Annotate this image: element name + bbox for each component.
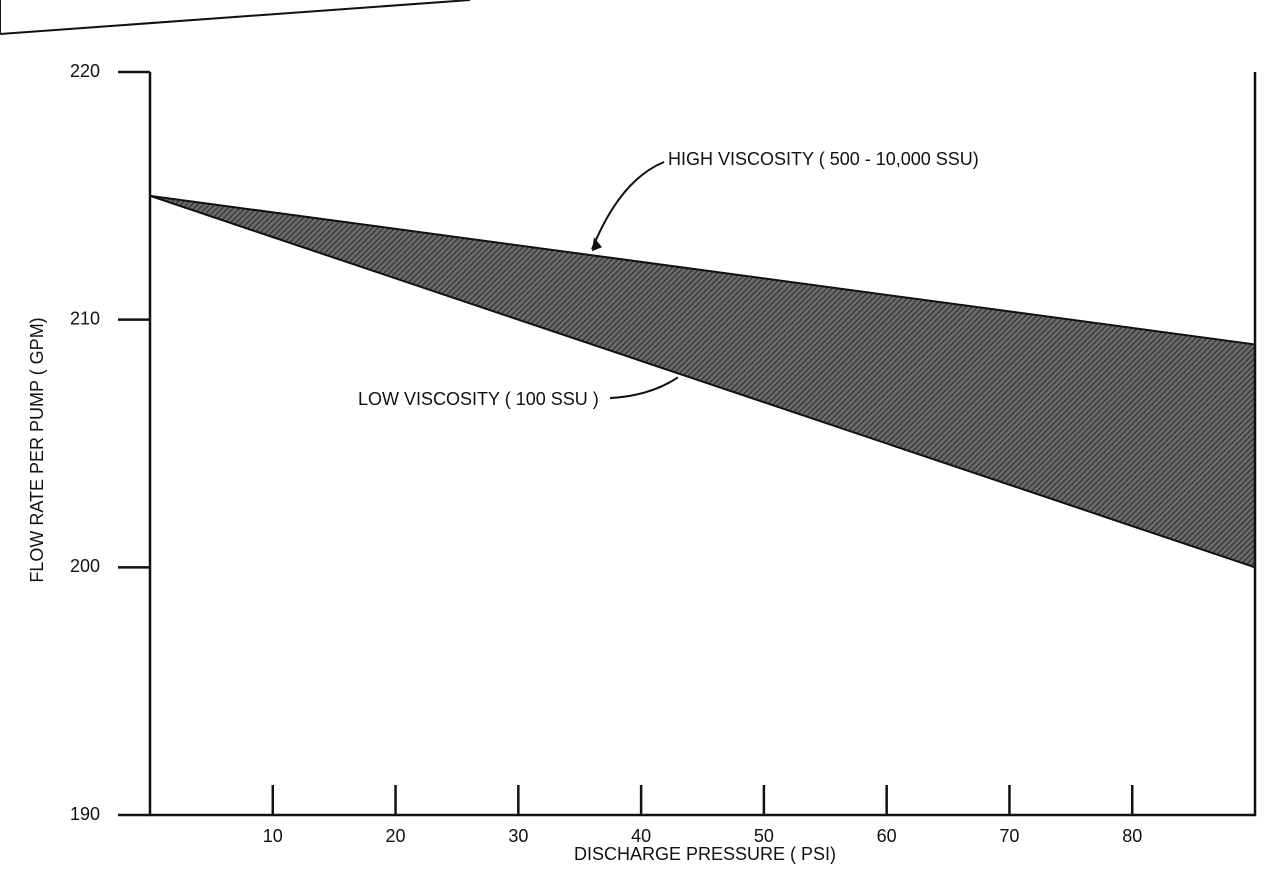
annotation-arrow bbox=[609, 376, 679, 399]
y-tick-label: 200 bbox=[70, 556, 100, 576]
series-line bbox=[149, 194, 1256, 569]
annotation-arrow bbox=[591, 161, 665, 250]
y-tick-label: 210 bbox=[70, 308, 100, 328]
x-tick-label: 60 bbox=[877, 826, 897, 846]
x-tick-label: 10 bbox=[263, 826, 283, 846]
y-tick-label: 190 bbox=[70, 804, 100, 824]
x-tick-label: 50 bbox=[754, 826, 774, 846]
x-tick-label: 20 bbox=[386, 826, 406, 846]
axis bbox=[148, 72, 1257, 817]
plot: 190 200 210 220 10 20 30 40 50 60 70 80 HIGH VISCOSI… bbox=[70, 61, 1257, 846]
x-tick-label: 30 bbox=[508, 826, 528, 846]
frame-fragment bbox=[0, 0, 471, 35]
x-tick-label: 70 bbox=[999, 826, 1019, 846]
x-axis-label: DISCHARGE PRESSURE ( PSI) bbox=[574, 844, 836, 864]
y-axis-label: FLOW RATE PER PUMP ( GPM) bbox=[27, 317, 47, 582]
x-tick-label: 80 bbox=[1122, 826, 1142, 846]
x-tick-label: 40 bbox=[631, 826, 651, 846]
annotation: LOW VISCOSITY ( 100 SSU ) bbox=[358, 389, 599, 409]
y-tick-label: 220 bbox=[70, 61, 100, 81]
series-line bbox=[149, 194, 1256, 346]
arrow-head bbox=[592, 237, 602, 252]
annotation: HIGH VISCOSITY ( 500 - 10,000 SSU) bbox=[668, 149, 979, 169]
